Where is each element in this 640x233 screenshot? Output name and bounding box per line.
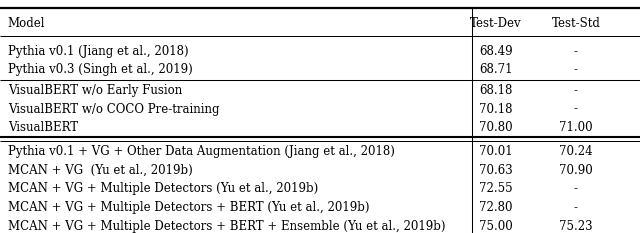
Text: 71.00: 71.00 (559, 121, 593, 134)
Text: Test-Dev: Test-Dev (470, 17, 522, 30)
Text: -: - (574, 63, 578, 76)
Text: Pythia v0.3 (Singh et al., 2019): Pythia v0.3 (Singh et al., 2019) (8, 63, 193, 76)
Text: -: - (574, 45, 578, 58)
Text: -: - (574, 84, 578, 97)
Text: 72.55: 72.55 (479, 182, 513, 195)
Text: 75.00: 75.00 (479, 219, 513, 233)
Text: Pythia v0.1 (Jiang et al., 2018): Pythia v0.1 (Jiang et al., 2018) (8, 45, 188, 58)
Text: 70.01: 70.01 (479, 145, 513, 158)
Text: Pythia v0.1 + VG + Other Data Augmentation (Jiang et al., 2018): Pythia v0.1 + VG + Other Data Augmentati… (8, 145, 394, 158)
Text: 70.18: 70.18 (479, 103, 513, 116)
Text: MCAN + VG + Multiple Detectors + BERT + Ensemble (Yu et al., 2019b): MCAN + VG + Multiple Detectors + BERT + … (8, 219, 445, 233)
Text: 68.71: 68.71 (479, 63, 513, 76)
Text: 70.80: 70.80 (479, 121, 513, 134)
Text: Model: Model (8, 17, 45, 30)
Text: MCAN + VG + Multiple Detectors (Yu et al., 2019b): MCAN + VG + Multiple Detectors (Yu et al… (8, 182, 318, 195)
Text: 72.80: 72.80 (479, 201, 513, 214)
Text: MCAN + VG + Multiple Detectors + BERT (Yu et al., 2019b): MCAN + VG + Multiple Detectors + BERT (Y… (8, 201, 369, 214)
Text: Test-Std: Test-Std (552, 17, 600, 30)
Text: VisualBERT w/o COCO Pre-training: VisualBERT w/o COCO Pre-training (8, 103, 219, 116)
Text: 68.49: 68.49 (479, 45, 513, 58)
Text: 70.63: 70.63 (479, 164, 513, 177)
Text: 70.24: 70.24 (559, 145, 593, 158)
Text: -: - (574, 201, 578, 214)
Text: VisualBERT w/o Early Fusion: VisualBERT w/o Early Fusion (8, 84, 182, 97)
Text: -: - (574, 182, 578, 195)
Text: MCAN + VG  (Yu et al., 2019b): MCAN + VG (Yu et al., 2019b) (8, 164, 193, 177)
Text: VisualBERT: VisualBERT (8, 121, 78, 134)
Text: 68.18: 68.18 (479, 84, 513, 97)
Text: 75.23: 75.23 (559, 219, 593, 233)
Text: -: - (574, 103, 578, 116)
Text: 70.90: 70.90 (559, 164, 593, 177)
